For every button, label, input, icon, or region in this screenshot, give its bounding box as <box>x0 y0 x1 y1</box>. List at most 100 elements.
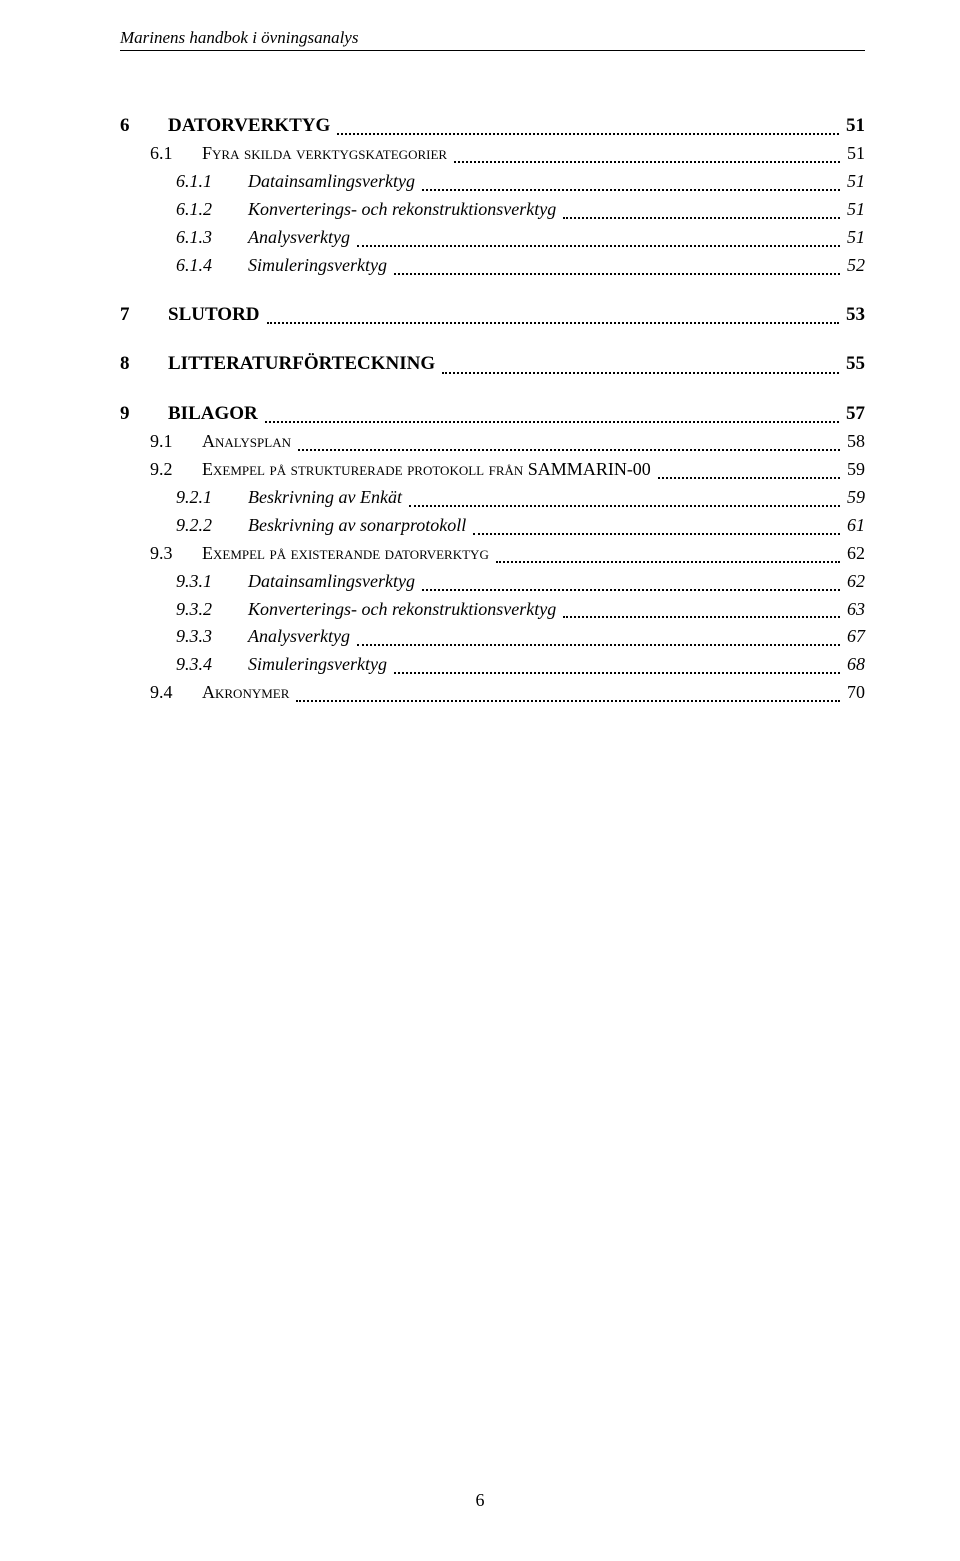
toc-entry-page: 58 <box>843 428 865 456</box>
toc-entry-number: 9.3 <box>150 540 202 568</box>
toc-entry-title: Exempel på strukturerade protokoll från … <box>202 456 655 484</box>
toc-entry: 9.3.4Simuleringsverktyg68 <box>176 651 865 679</box>
toc-entry-number: 9.3.3 <box>176 623 248 651</box>
toc-entry-number: 6.1.2 <box>176 196 248 224</box>
toc-entry: 9.2.2Beskrivning av sonarprotokoll 61 <box>176 512 865 540</box>
toc-entry-page: 63 <box>843 596 865 624</box>
toc-entry-number: 6.1.4 <box>176 252 248 280</box>
toc-entry-title: Datainsamlingsverktyg <box>248 568 419 596</box>
toc-entry-title: Fyra skilda verktygskategorier <box>202 140 451 168</box>
toc-entry-page: 52 <box>843 252 865 280</box>
toc-entry: 6.1.2Konverterings- och rekonstruktionsv… <box>176 196 865 224</box>
toc-title-rest: xempel på existerande datorverktyg <box>213 543 489 563</box>
toc-leader <box>496 561 840 563</box>
toc-entry-number: 9.4 <box>150 679 202 707</box>
toc-spacer <box>120 280 865 300</box>
toc-entry: 7SLUTORD 53 <box>120 300 865 329</box>
toc-entry-page: 53 <box>842 300 865 329</box>
toc-leader <box>394 672 840 674</box>
toc-entry-number: 9.2 <box>150 456 202 484</box>
toc-title-lead: A <box>202 682 215 702</box>
toc-entry-title: Konverterings- och rekonstruktionsverkty… <box>248 596 560 624</box>
toc-entry-number: 6 <box>120 111 168 140</box>
toc-title-lead: E <box>202 459 213 479</box>
header-rule <box>120 50 865 51</box>
toc-leader <box>394 273 840 275</box>
page: Marinens handbok i övningsanalys 6DATORV… <box>0 0 960 1561</box>
toc-entry-title: LITTERATURFÖRTECKNING <box>168 349 439 378</box>
toc-entry-title: Beskrivning av Enkät <box>248 484 406 512</box>
toc-entry-page: 62 <box>843 540 865 568</box>
toc-entry-number: 6.1.3 <box>176 224 248 252</box>
toc-entry-number: 9.3.2 <box>176 596 248 624</box>
toc-entry: 9.3Exempel på existerande datorverktyg 62 <box>150 540 865 568</box>
toc-entry-page: 59 <box>843 456 865 484</box>
toc-entry: 9.3.2Konverterings- och rekonstruktionsv… <box>176 596 865 624</box>
toc-entry-page: 62 <box>843 568 865 596</box>
table-of-contents: 6DATORVERKTYG516.1Fyra skilda verktygska… <box>120 111 865 707</box>
toc-leader <box>265 421 839 423</box>
toc-entry: 6.1Fyra skilda verktygskategorier 51 <box>150 140 865 168</box>
toc-entry-title: DATORVERKTYG <box>168 111 334 140</box>
toc-entry-page: 70 <box>843 679 865 707</box>
toc-entry-title: SLUTORD <box>168 300 264 329</box>
toc-entry-title: Simuleringsverktyg <box>248 252 391 280</box>
page-number: 6 <box>0 1490 960 1511</box>
toc-entry-title: Datainsamlingsverktyg <box>248 168 419 196</box>
toc-spacer <box>120 329 865 349</box>
toc-entry-title: Analysplan <box>202 428 295 456</box>
toc-leader <box>658 477 840 479</box>
toc-entry: 9.2Exempel på strukturerade protokoll fr… <box>150 456 865 484</box>
toc-leader <box>563 217 840 219</box>
toc-entry-page: 68 <box>843 651 865 679</box>
toc-entry-title: Beskrivning av sonarprotokoll <box>248 512 470 540</box>
toc-leader <box>296 700 840 702</box>
toc-leader <box>563 616 840 618</box>
toc-entry-title: BILAGOR <box>168 399 262 428</box>
toc-leader <box>422 589 840 591</box>
toc-entry: 6.1.3Analysverktyg51 <box>176 224 865 252</box>
toc-entry-page: 51 <box>843 140 865 168</box>
toc-entry: 9.3.3Analysverktyg67 <box>176 623 865 651</box>
toc-leader <box>267 322 839 324</box>
toc-entry-page: 61 <box>843 512 865 540</box>
toc-entry-page: 55 <box>842 349 865 378</box>
toc-entry-number: 6.1.1 <box>176 168 248 196</box>
toc-title-rest: kronymer <box>215 682 289 702</box>
toc-entry-number: 9.2.2 <box>176 512 248 540</box>
toc-entry: 6.1.1Datainsamlingsverktyg51 <box>176 168 865 196</box>
toc-title-rest: xempel på strukturerade protokoll från <box>213 459 523 479</box>
toc-leader <box>442 372 839 374</box>
toc-entry: 9.3.1Datainsamlingsverktyg62 <box>176 568 865 596</box>
toc-leader <box>357 245 840 247</box>
toc-entry-number: 8 <box>120 349 168 378</box>
toc-entry-number: 9 <box>120 399 168 428</box>
toc-title-rest: nalysplan <box>215 431 291 451</box>
toc-leader <box>409 505 840 507</box>
toc-entry-title: Analysverktyg <box>248 224 354 252</box>
toc-entry-number: 9.2.1 <box>176 484 248 512</box>
toc-leader <box>454 161 840 163</box>
toc-entry: 9.4Akronymer 70 <box>150 679 865 707</box>
toc-entry-page: 57 <box>842 399 865 428</box>
toc-entry-title: Exempel på existerande datorverktyg <box>202 540 493 568</box>
toc-entry: 6DATORVERKTYG 51 <box>120 111 865 140</box>
toc-entry-page: 67 <box>843 623 865 651</box>
toc-entry-number: 9.3.4 <box>176 651 248 679</box>
toc-entry-title: Akronymer <box>202 679 293 707</box>
toc-leader <box>357 644 840 646</box>
toc-entry: 8LITTERATURFÖRTECKNING 55 <box>120 349 865 378</box>
toc-title-lead: F <box>202 143 212 163</box>
toc-entry: 6.1.4Simuleringsverktyg 52 <box>176 252 865 280</box>
toc-spacer <box>120 379 865 399</box>
toc-entry-page: 51 <box>842 111 865 140</box>
toc-entry-page: 59 <box>843 484 865 512</box>
toc-title-rest: yra skilda verktygskategorier <box>212 143 447 163</box>
toc-entry-number: 7 <box>120 300 168 329</box>
toc-entry-number: 6.1 <box>150 140 202 168</box>
toc-title-lead: A <box>202 431 215 451</box>
toc-entry-page: 51 <box>843 196 865 224</box>
toc-entry: 9.1Analysplan58 <box>150 428 865 456</box>
toc-leader <box>422 189 840 191</box>
toc-title-tail: SAMMARIN-00 <box>523 459 651 479</box>
